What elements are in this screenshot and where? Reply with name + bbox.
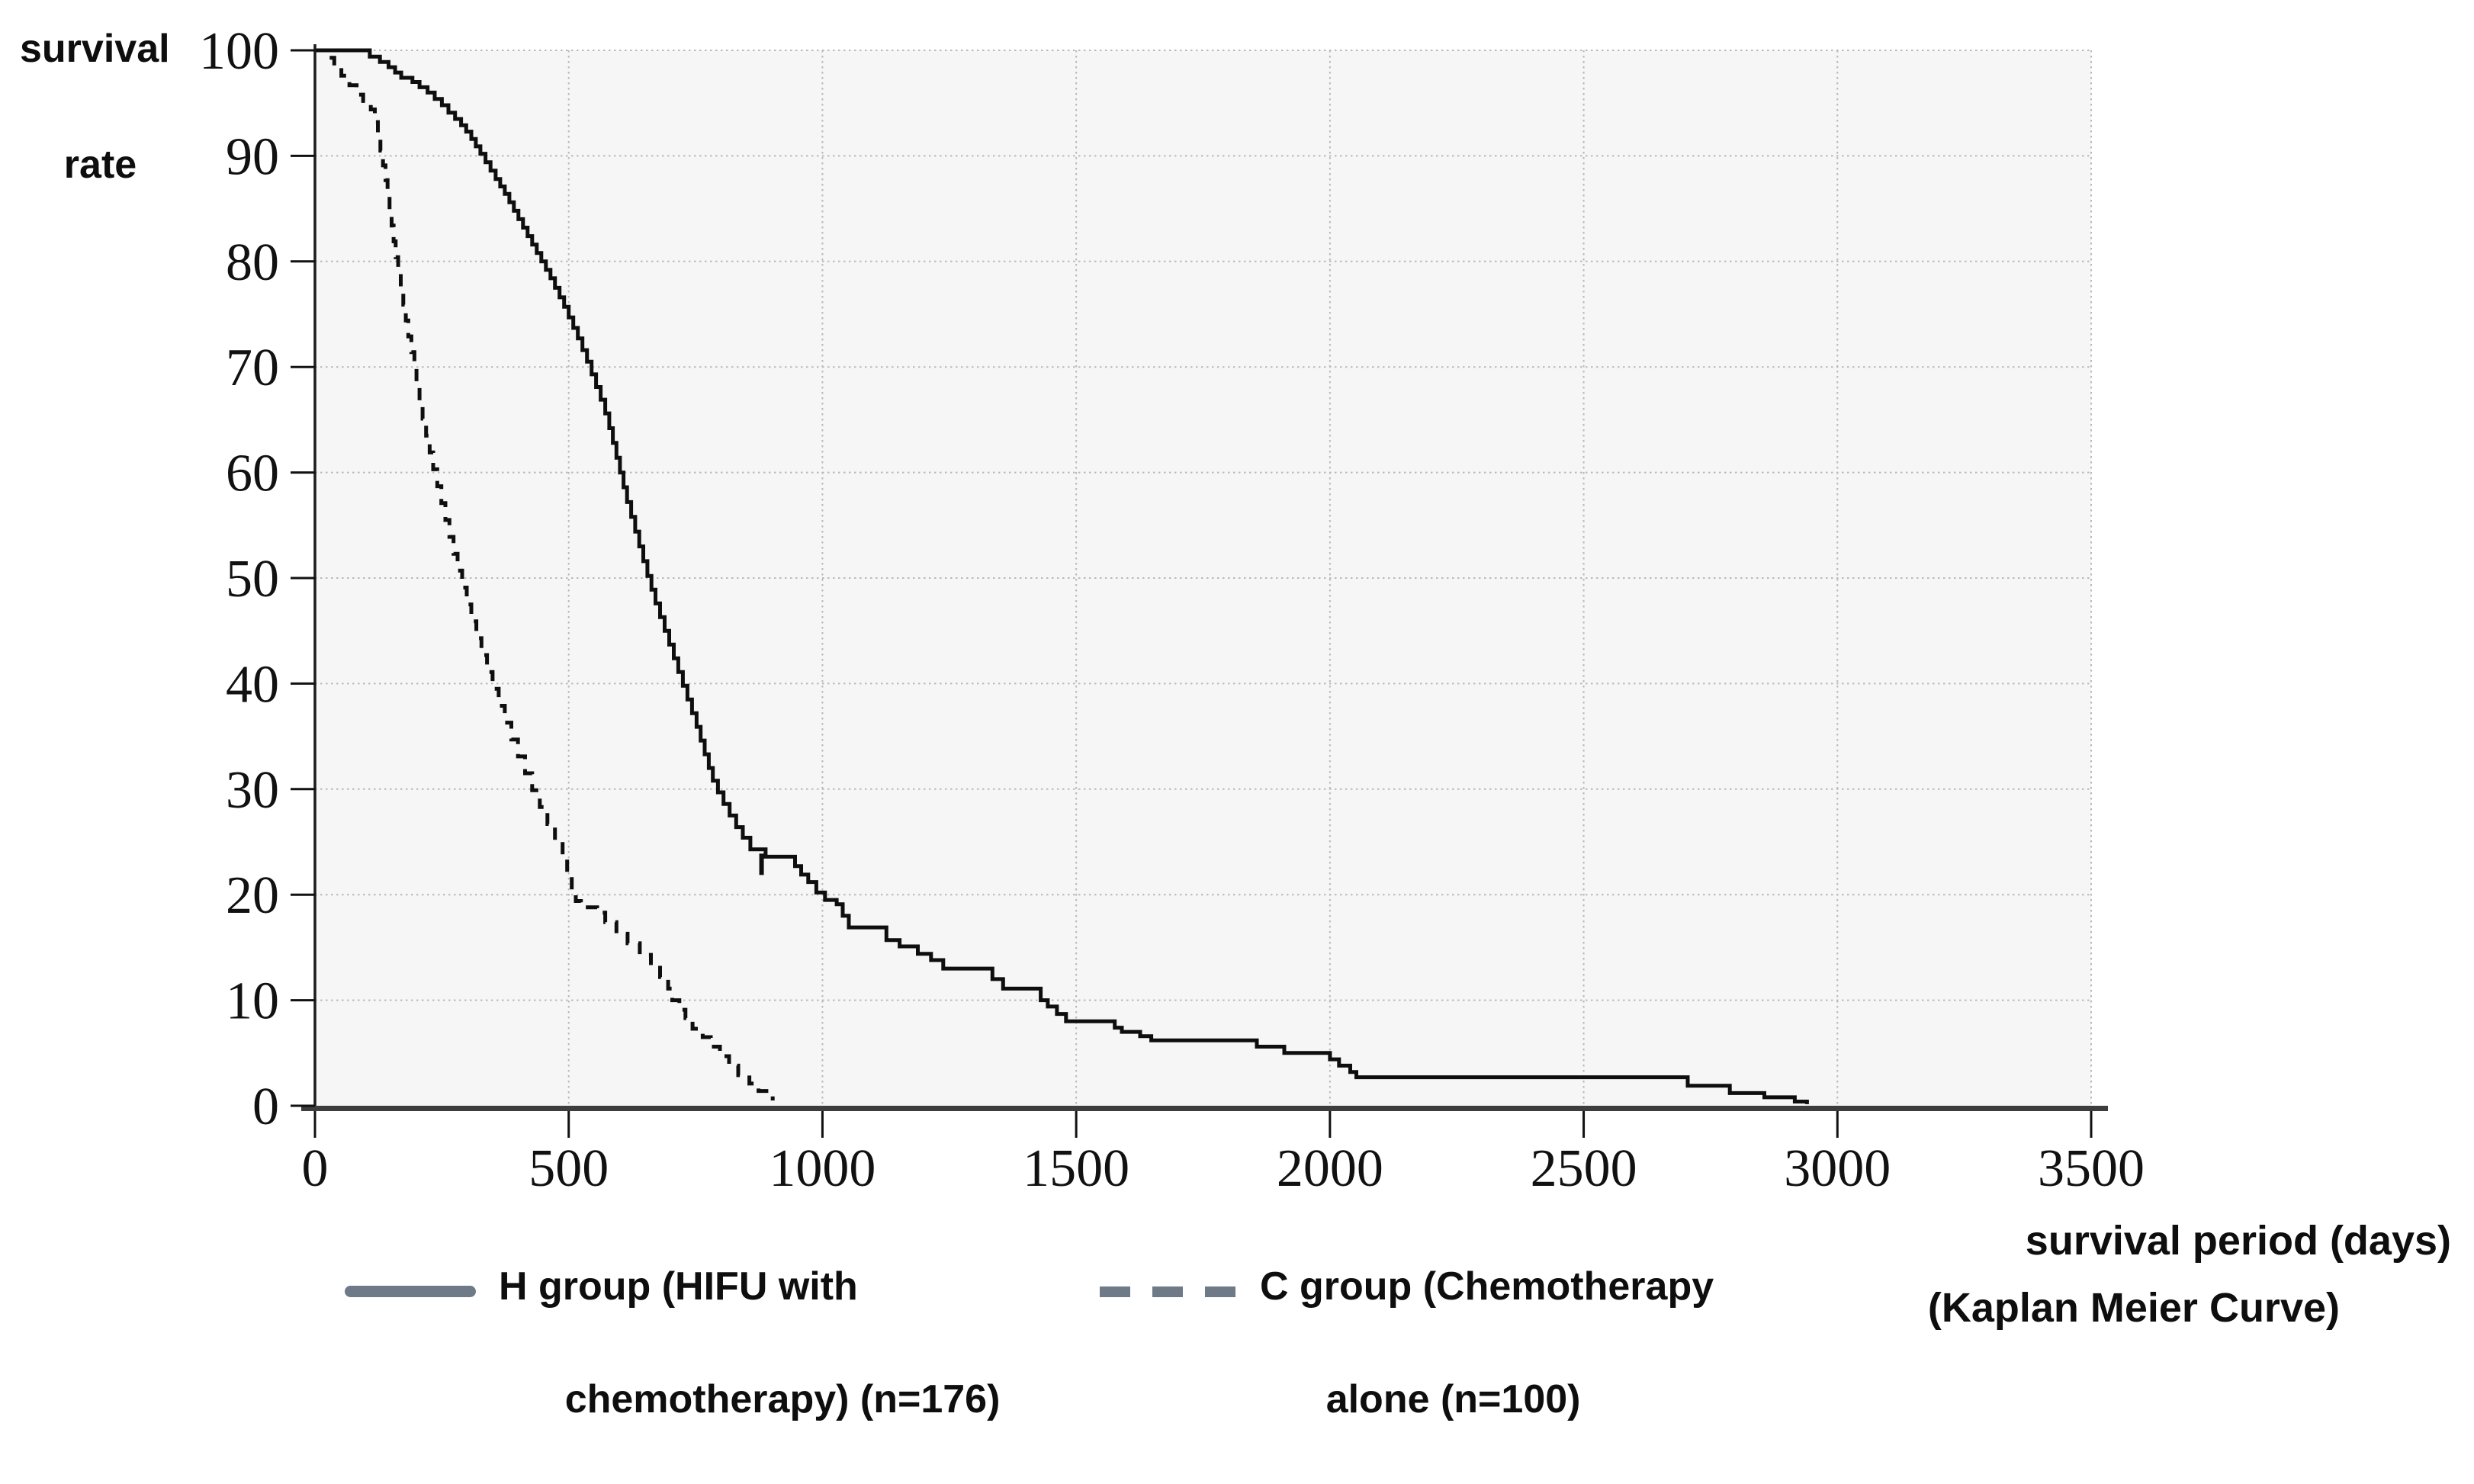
y-axis-title-line1: survival (20, 27, 170, 71)
legend-c-line1: C group (Chemotherapy (1260, 1264, 1714, 1309)
y-tick-label-60: 60 (226, 445, 279, 503)
y-tick-label-40: 40 (226, 655, 279, 714)
y-tick-label-20: 20 (226, 866, 279, 925)
y-axis-title-line2: rate (63, 143, 137, 187)
c-group-dashed-line-swatch (1100, 1286, 1237, 1297)
y-tick-label-0: 0 (252, 1078, 279, 1136)
y-tick-label-70: 70 (226, 339, 279, 397)
x-tick-label-500: 500 (529, 1139, 609, 1198)
h-group-solid-line-swatch (345, 1286, 476, 1297)
legend-label-c-group: C group (Chemotherapy alone (n=100) (1260, 1258, 1714, 1484)
x-tick-label-2000: 2000 (1277, 1139, 1383, 1198)
x-tick-label-3000: 3000 (1784, 1139, 1891, 1198)
chart-subtitle: (Kaplan Meier Curve) (1927, 1285, 2340, 1331)
x-tick-label-1000: 1000 (769, 1139, 876, 1198)
kaplan-meier-figure: 0 10 20 30 40 50 60 70 80 90 100 0 500 1000 1500 2000 25… (20, 20, 2451, 1421)
x-tick-label-0: 0 (302, 1139, 329, 1198)
legend-c-line2: alone (n=100) (1325, 1377, 1581, 1421)
legend-label-h-group: H group (HIFU with chemotherapy) (n=176) (499, 1258, 1000, 1484)
x-tick-label-3500: 3500 (2038, 1139, 2145, 1198)
x-tick-label-2500: 2500 (1531, 1139, 1637, 1198)
x-tick-label-1500: 1500 (1023, 1139, 1129, 1198)
y-tick-label-50: 50 (226, 550, 279, 609)
y-tick-label-90: 90 (226, 127, 279, 186)
legend-h-line1: H group (HIFU with (499, 1264, 858, 1309)
y-tick-label-10: 10 (226, 972, 279, 1031)
y-axis-title: survival rate (20, 20, 170, 252)
x-axis-title: survival period (days) (2025, 1218, 2451, 1264)
y-tick-label-30: 30 (226, 761, 279, 820)
legend-h-line2: chemotherapy) (n=176) (564, 1377, 1001, 1421)
y-tick-label-100: 100 (199, 22, 279, 81)
h-group-curve (315, 48, 1809, 1104)
c-group-curve (315, 48, 775, 1101)
y-tick-label-80: 80 (226, 233, 279, 292)
